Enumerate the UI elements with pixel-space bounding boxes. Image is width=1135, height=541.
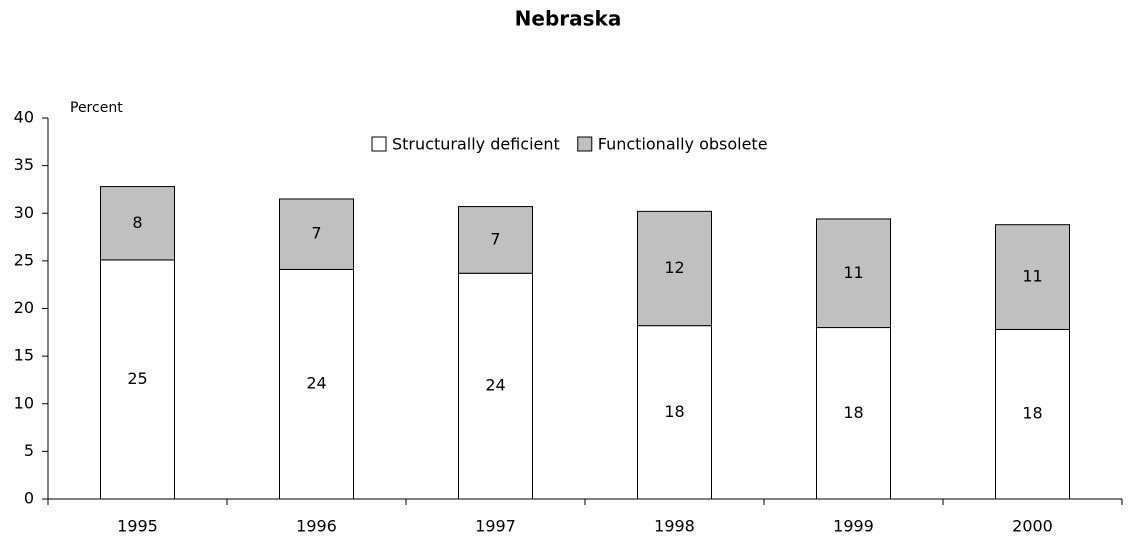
- bar-segment: [458, 206, 533, 274]
- bar-segment: [637, 325, 712, 500]
- data-label: 12: [664, 258, 684, 277]
- legend-label: Functionally obsolete: [598, 135, 768, 154]
- legend-swatch: [577, 136, 593, 152]
- y-tick-label: 15: [14, 346, 34, 365]
- y-axis-label: Percent: [70, 100, 123, 116]
- legend-label: Structurally deficient: [392, 135, 560, 154]
- data-label: 18: [1022, 404, 1042, 423]
- bar-segment: [816, 327, 891, 500]
- y-tick-label: 20: [14, 298, 34, 317]
- legend-swatch: [371, 136, 387, 152]
- y-tick-label: 25: [14, 250, 34, 269]
- data-label: 18: [843, 403, 863, 422]
- y-tick-label: 35: [14, 155, 34, 174]
- y-tick-label: 5: [24, 441, 34, 460]
- x-tick-label: 2000: [1012, 517, 1053, 536]
- bar-segment: [995, 328, 1070, 500]
- data-label: 24: [485, 376, 505, 395]
- bar-segment: [279, 198, 354, 270]
- x-tick-label: 1996: [296, 517, 337, 536]
- y-tick-label: 10: [14, 393, 34, 412]
- data-label: 11: [843, 263, 863, 282]
- x-tick-label: 1999: [833, 517, 874, 536]
- y-tick-label: 40: [14, 108, 34, 127]
- data-label: 8: [132, 213, 142, 232]
- bar-segment: [816, 218, 891, 329]
- x-tick-label: 1995: [117, 517, 158, 536]
- bar-segment: [100, 186, 175, 261]
- x-tick-label: 1998: [654, 517, 695, 536]
- data-label: 11: [1022, 267, 1042, 286]
- data-label: 7: [490, 229, 500, 248]
- x-tick-label: 1997: [475, 517, 516, 536]
- data-label: 24: [306, 374, 326, 393]
- data-label: 25: [127, 369, 147, 388]
- data-label: 18: [664, 402, 684, 421]
- bar-segment: [637, 210, 712, 327]
- y-tick-label: 30: [14, 203, 34, 222]
- chart-title: Nebraska: [515, 7, 622, 31]
- data-label: 7: [311, 224, 321, 243]
- y-tick-label: 0: [24, 489, 34, 508]
- bar-segment: [458, 272, 533, 500]
- bar-segment: [995, 224, 1070, 330]
